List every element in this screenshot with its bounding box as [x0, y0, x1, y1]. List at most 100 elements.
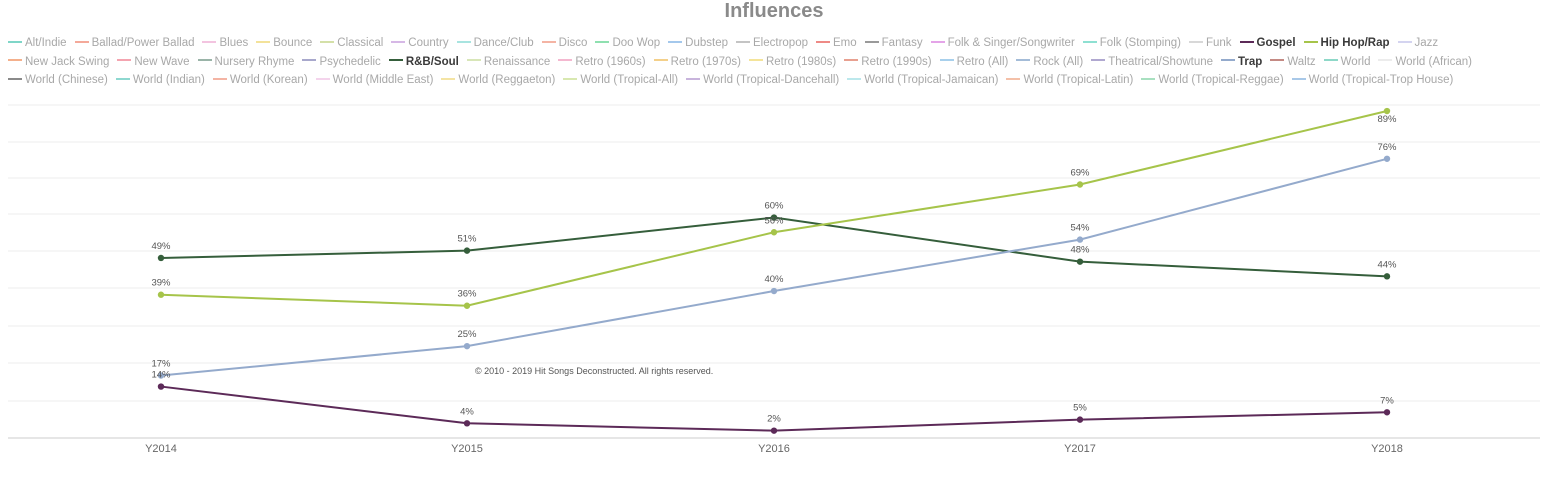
- legend-item-funk[interactable]: Funk: [1188, 36, 1232, 52]
- legend-item-ballad-power-ballad[interactable]: Ballad/Power Ballad: [74, 36, 195, 52]
- legend-item-blues[interactable]: Blues: [202, 36, 248, 52]
- data-point-hip-hop-rap: [463, 302, 471, 309]
- legend-item-retro-1980s[interactable]: Retro (1980s): [748, 55, 837, 71]
- legend-item-world-indian[interactable]: World (Indian): [115, 73, 205, 89]
- legend-swatch: [1006, 77, 1021, 80]
- legend-label: Ballad/Power Ballad: [91, 37, 195, 49]
- data-label-trap: 17%: [151, 359, 171, 370]
- legend-item-classical[interactable]: Classical: [320, 36, 383, 52]
- legend-swatch: [202, 40, 217, 43]
- legend-swatch: [847, 77, 862, 80]
- legend-item-retro-1990s[interactable]: Retro (1990s): [844, 55, 932, 71]
- legend-item-dubstep[interactable]: Dubstep: [668, 36, 728, 52]
- legend-label: World (Korean): [229, 74, 308, 86]
- legend-swatch: [74, 40, 89, 43]
- legend-item-hip-hop-rap[interactable]: Hip Hop/Rap: [1303, 36, 1390, 52]
- legend-item-retro-1960s[interactable]: Retro (1960s): [558, 55, 646, 71]
- legend-item-theatrical-showtune[interactable]: Theatrical/Showtune: [1091, 55, 1213, 71]
- data-label-hip-hop-rap: 89%: [1377, 114, 1397, 125]
- legend-label: New Jack Swing: [25, 55, 110, 68]
- legend-item-world-tropical-latin[interactable]: World (Tropical-Latin): [1006, 73, 1133, 89]
- legend-item-rock-all[interactable]: Rock (All): [1016, 55, 1083, 71]
- series-line-randb-soul: [160, 216, 1388, 278]
- legend-item-world-korean[interactable]: World (Korean): [212, 73, 308, 89]
- legend-item-world-chinese[interactable]: World (Chinese): [8, 73, 108, 89]
- legend-swatch: [117, 59, 132, 62]
- legend-item-dance-club[interactable]: Dance/Club: [456, 36, 534, 52]
- legend-item-electropop[interactable]: Electropop: [736, 36, 808, 52]
- legend-item-world-tropical-dancehall[interactable]: World (Tropical-Dancehall): [686, 73, 839, 89]
- legend-swatch: [256, 40, 271, 43]
- legend-item-randb-soul[interactable]: R&B/Soul: [388, 55, 459, 71]
- legend-label: Country: [408, 37, 449, 49]
- legend-item-fantasy[interactable]: Fantasy: [864, 36, 923, 52]
- legend-item-retro-all[interactable]: Retro (All): [939, 55, 1008, 71]
- legend-label: World (Tropical-Latin): [1023, 74, 1134, 86]
- legend-label: Retro (1980s): [765, 55, 837, 68]
- legend-item-nursery-rhyme[interactable]: Nursery Rhyme: [197, 55, 295, 71]
- data-point-hip-hop-rap: [1076, 181, 1084, 188]
- legend-item-world[interactable]: World: [1323, 55, 1370, 71]
- legend-item-jazz[interactable]: Jazz: [1397, 36, 1439, 52]
- data-point-hip-hop-rap: [1383, 107, 1391, 115]
- legend-item-disco[interactable]: Disco: [541, 36, 587, 52]
- legend-swatch: [1221, 59, 1236, 62]
- legend-label: World (Tropical-All): [580, 74, 679, 86]
- legend-label: Fantasy: [881, 37, 923, 49]
- legend-item-folk-and-singer-songwriter[interactable]: Folk & Singer/Songwriter: [930, 36, 1075, 52]
- legend-swatch: [844, 59, 859, 62]
- legend-swatch: [1303, 40, 1318, 43]
- data-point-randb-soul: [157, 254, 165, 262]
- legend-label: Gospel: [1256, 37, 1296, 49]
- data-point-gospel: [463, 420, 471, 427]
- legend-item-emo[interactable]: Emo: [816, 36, 857, 52]
- legend-item-world-tropical-jamaican[interactable]: World (Tropical-Jamaican): [847, 73, 998, 89]
- x-tick-label: Y2017: [1064, 443, 1096, 455]
- legend-label: Jazz: [1414, 37, 1439, 49]
- legend-item-renaissance[interactable]: Renaissance: [466, 55, 550, 71]
- legend: Alt/Indie Ballad/Power Ballad Blues Bounce C…: [8, 33, 1540, 89]
- data-label-hip-hop-rap: 39%: [151, 278, 171, 289]
- legend-item-alt-indie[interactable]: Alt/Indie: [8, 36, 67, 52]
- data-point-trap: [463, 342, 471, 350]
- legend-item-world-reggaeton[interactable]: World (Reggaeton): [441, 73, 555, 89]
- legend-item-doo-wop[interactable]: Doo Wop: [595, 36, 660, 52]
- legend-item-world-middle-east[interactable]: World (Middle East): [315, 73, 433, 89]
- data-point-randb-soul: [463, 247, 471, 254]
- legend-swatch: [212, 77, 227, 80]
- legend-item-folk-stomping[interactable]: Folk (Stomping): [1082, 36, 1181, 52]
- data-label-randb-soul: 49%: [151, 241, 171, 252]
- legend-swatch: [320, 40, 335, 43]
- data-label-hip-hop-rap: 36%: [457, 289, 477, 300]
- legend-label: Classical: [337, 37, 384, 49]
- x-tick-label: Y2018: [1371, 443, 1403, 455]
- legend-label: Dance/Club: [473, 37, 534, 49]
- legend-swatch: [558, 59, 573, 62]
- legend-swatch: [315, 77, 330, 80]
- legend-item-psychedelic[interactable]: Psychedelic: [302, 55, 381, 71]
- legend-swatch: [736, 40, 751, 43]
- legend-item-bounce[interactable]: Bounce: [256, 36, 312, 52]
- legend-item-world-tropical-trop-house[interactable]: World (Tropical-Trop House): [1291, 73, 1453, 89]
- legend-item-world-tropical-all[interactable]: World (Tropical-All): [563, 73, 678, 89]
- legend-label: Trap: [1238, 55, 1263, 68]
- legend-item-world-african[interactable]: World (African): [1378, 55, 1472, 71]
- legend-item-new-wave[interactable]: New Wave: [117, 55, 190, 71]
- legend-label: Retro (1970s): [670, 55, 741, 68]
- legend-item-world-tropical-reggae[interactable]: World (Tropical-Reggae): [1141, 73, 1284, 89]
- data-label-gospel: 4%: [460, 406, 474, 417]
- legend-label: Nursery Rhyme: [214, 55, 295, 68]
- legend-item-trap[interactable]: Trap: [1221, 55, 1262, 71]
- legend-swatch: [686, 77, 701, 80]
- legend-swatch: [456, 40, 471, 43]
- legend-item-waltz[interactable]: Waltz: [1270, 55, 1316, 71]
- data-label-randb-soul: 60%: [764, 201, 784, 212]
- legend-item-retro-1970s[interactable]: Retro (1970s): [653, 55, 741, 71]
- legend-item-gospel[interactable]: Gospel: [1239, 36, 1296, 52]
- x-tick-label: Y2015: [451, 443, 483, 455]
- legend-swatch: [668, 40, 683, 43]
- legend-item-new-jack-swing[interactable]: New Jack Swing: [8, 55, 109, 71]
- legend-item-country[interactable]: Country: [391, 36, 449, 52]
- legend-label: World (Tropical-Reggae): [1158, 74, 1284, 86]
